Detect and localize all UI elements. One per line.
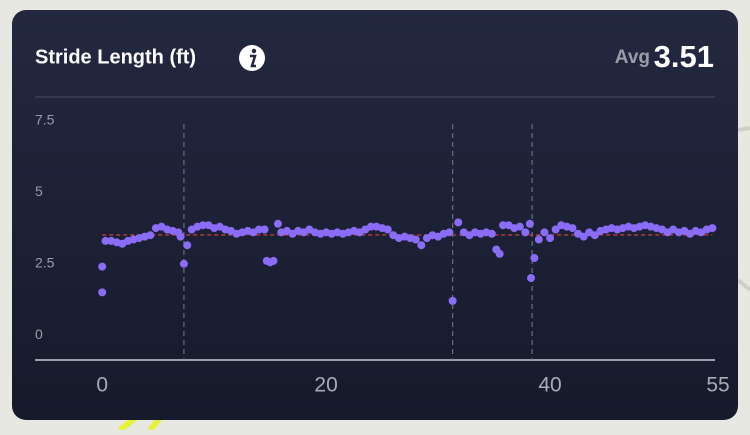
point	[515, 222, 524, 231]
y-tick-label: 2.5	[35, 254, 55, 270]
y-tick-label: 5	[35, 183, 43, 199]
point	[269, 256, 278, 265]
point	[146, 231, 155, 240]
point	[579, 232, 588, 241]
point	[540, 228, 549, 237]
point	[534, 235, 543, 244]
point	[525, 219, 534, 228]
point	[590, 231, 599, 240]
y-tick-label: 7.5	[35, 112, 55, 128]
point	[98, 262, 107, 271]
avg-value: 3.51	[654, 39, 714, 74]
point	[445, 228, 454, 237]
point	[98, 288, 107, 297]
point	[411, 235, 420, 244]
point	[546, 234, 555, 243]
point	[101, 236, 110, 245]
info-icon-stem	[250, 54, 257, 68]
card	[12, 10, 738, 420]
point	[366, 222, 375, 231]
point	[254, 225, 263, 234]
point	[198, 221, 207, 230]
point	[499, 221, 508, 230]
point	[551, 225, 560, 234]
point	[183, 241, 192, 250]
y-tick-label: 0	[35, 326, 43, 342]
point	[454, 218, 463, 227]
x-tick-label: 55	[706, 374, 729, 397]
info-icon[interactable]	[239, 45, 265, 71]
point	[530, 254, 539, 263]
point	[708, 224, 717, 233]
x-tick-label: 40	[538, 374, 561, 397]
chart-title: Stride Length (ft)	[35, 46, 196, 68]
point	[383, 225, 392, 234]
info-icon-dot	[251, 48, 257, 54]
point	[179, 259, 188, 268]
map-road	[736, 126, 750, 292]
point	[527, 274, 536, 283]
x-tick-label: 0	[96, 374, 108, 397]
x-tick-label: 20	[314, 374, 337, 397]
point	[568, 224, 577, 233]
point	[417, 241, 426, 250]
point	[495, 249, 504, 258]
point	[487, 229, 496, 238]
point	[176, 232, 185, 241]
avg-label: Avg	[615, 47, 650, 68]
point	[448, 296, 457, 305]
info-icon-circle	[239, 45, 265, 71]
point	[521, 228, 530, 237]
point	[260, 225, 269, 234]
point	[273, 219, 282, 228]
